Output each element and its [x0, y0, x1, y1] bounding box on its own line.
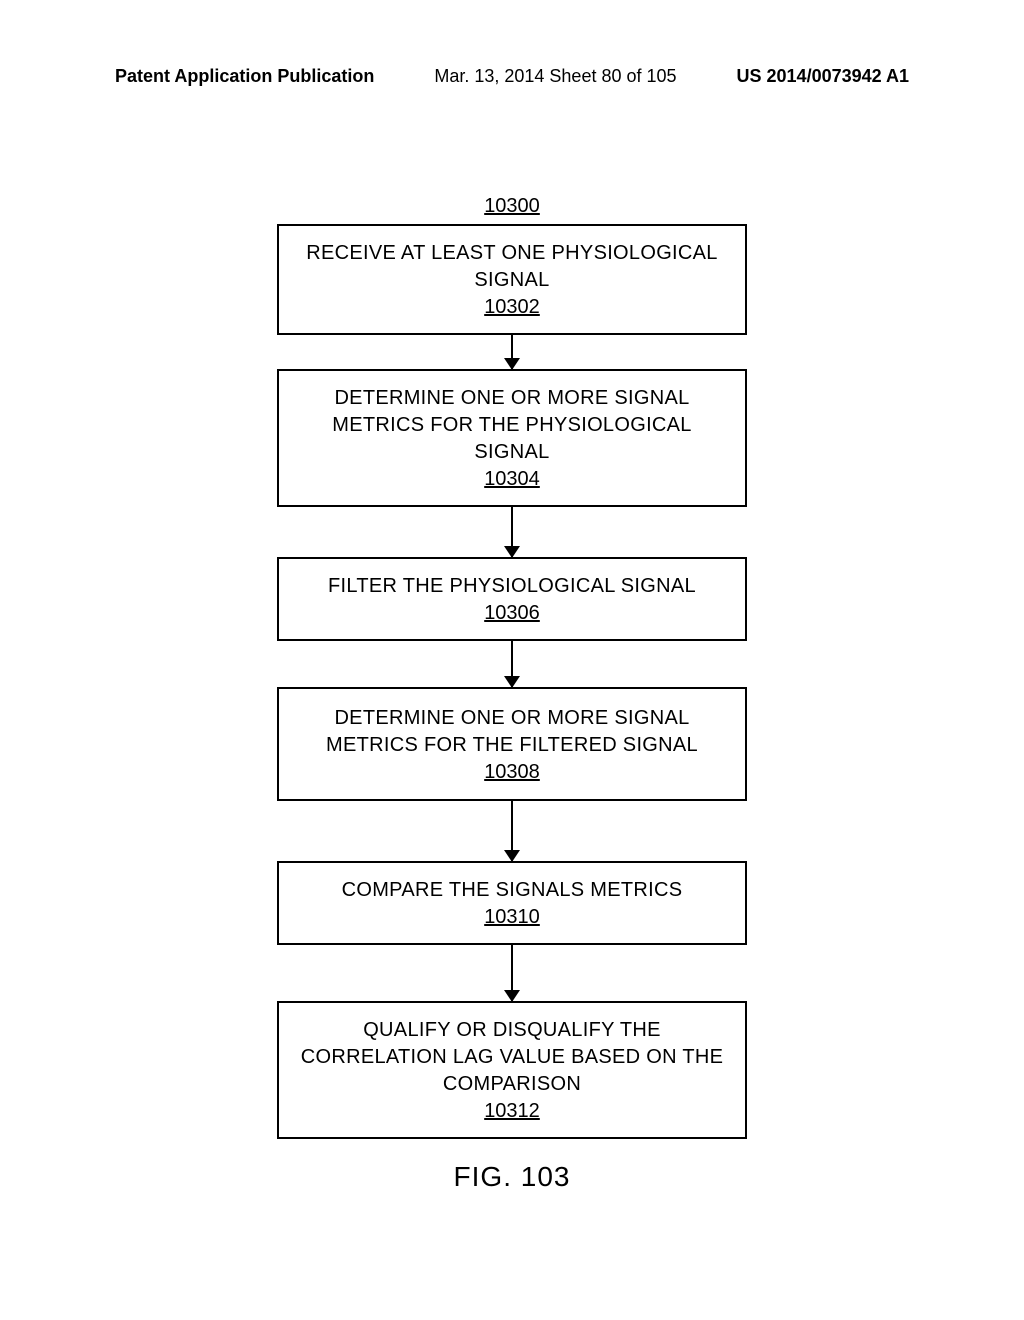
flow-box-ref: 10304	[484, 468, 540, 491]
flow-box-ref: 10312	[484, 1100, 540, 1123]
flow-arrow	[511, 507, 513, 557]
flow-arrow	[511, 641, 513, 687]
flow-box: FILTER THE PHYSIOLOGICAL SIGNAL10306	[277, 557, 747, 641]
flow-box: QUALIFY OR DISQUALIFY THE CORRELATION LA…	[277, 1001, 747, 1139]
flow-arrow	[511, 335, 513, 369]
header-right: US 2014/0073942 A1	[737, 66, 909, 87]
flow-box-text: DETERMINE ONE OR MORE SIGNAL METRICS FOR…	[297, 705, 727, 759]
flow-box: DETERMINE ONE OR MORE SIGNAL METRICS FOR…	[277, 369, 747, 507]
flow-box-text: FILTER THE PHYSIOLOGICAL SIGNAL	[328, 573, 696, 600]
flow-arrow	[511, 945, 513, 1001]
flow-box: COMPARE THE SIGNALS METRICS10310	[277, 861, 747, 945]
flow-box-ref: 10306	[484, 602, 540, 625]
figure-caption: FIG. 103	[454, 1161, 571, 1193]
flow-box: RECEIVE AT LEAST ONE PHYSIOLOGICAL SIGNA…	[277, 224, 747, 335]
header-left: Patent Application Publication	[115, 66, 374, 87]
flow-box-ref: 10310	[484, 906, 540, 929]
flow-box-text: QUALIFY OR DISQUALIFY THE CORRELATION LA…	[297, 1017, 727, 1098]
header-center: Mar. 13, 2014 Sheet 80 of 105	[434, 66, 676, 87]
flow-box: DETERMINE ONE OR MORE SIGNAL METRICS FOR…	[277, 687, 747, 801]
flow-box-text: RECEIVE AT LEAST ONE PHYSIOLOGICAL SIGNA…	[297, 240, 727, 294]
figure-ref-label: 10300	[484, 195, 540, 218]
flow-box-text: DETERMINE ONE OR MORE SIGNAL METRICS FOR…	[297, 385, 727, 466]
patent-header: Patent Application Publication Mar. 13, …	[0, 66, 1024, 87]
flowchart-container: 10300 RECEIVE AT LEAST ONE PHYSIOLOGICAL…	[0, 195, 1024, 1193]
flowchart-body: RECEIVE AT LEAST ONE PHYSIOLOGICAL SIGNA…	[277, 224, 747, 1139]
flow-box-text: COMPARE THE SIGNALS METRICS	[342, 877, 683, 904]
flow-arrow	[511, 801, 513, 861]
flow-box-ref: 10308	[484, 761, 540, 784]
flow-box-ref: 10302	[484, 296, 540, 319]
